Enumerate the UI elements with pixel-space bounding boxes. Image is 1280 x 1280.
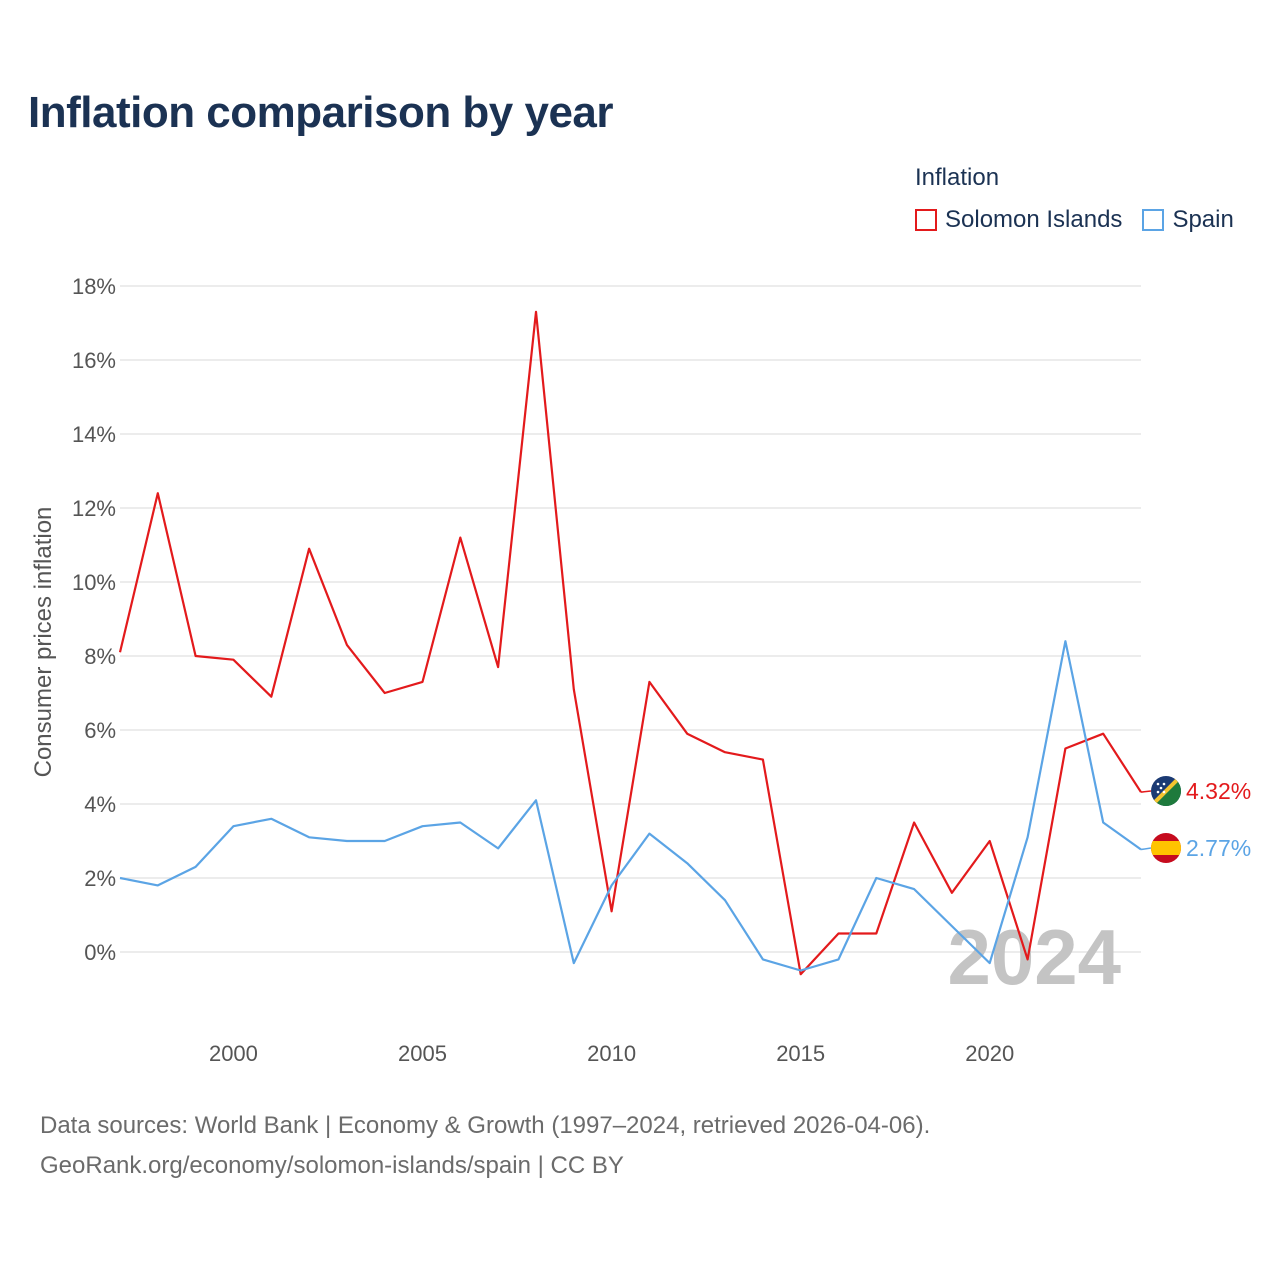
legend: Solomon Islands Spain bbox=[915, 206, 1234, 234]
y-tick-label: 6% bbox=[84, 718, 116, 743]
x-tick-label: 2010 bbox=[587, 1041, 636, 1066]
spain-flag-icon bbox=[1151, 833, 1181, 863]
y-tick-label: 10% bbox=[72, 570, 116, 595]
series-line-spain bbox=[119, 640, 1142, 972]
source-line-2[interactable]: GeoRank.org/economy/solomon-islands/spai… bbox=[40, 1152, 624, 1179]
y-tick-label: 2% bbox=[84, 866, 116, 891]
y-tick-label: 4% bbox=[84, 792, 116, 817]
y-tick-label: 14% bbox=[72, 422, 116, 447]
y-tick-label: 18% bbox=[72, 274, 116, 299]
legend-swatch-spain bbox=[1142, 209, 1165, 231]
y-tick-label: 12% bbox=[72, 496, 116, 521]
x-tick-label: 2015 bbox=[776, 1041, 825, 1066]
legend-title: Inflation bbox=[915, 164, 1000, 191]
y-axis-title: Consumer prices inflation bbox=[30, 507, 57, 778]
end-connector-spain bbox=[1140, 847, 1152, 851]
solomon-islands-flag-icon bbox=[1151, 776, 1181, 806]
source-line-1: Data sources: World Bank | Economy & Gro… bbox=[40, 1112, 931, 1139]
y-tick-label: 0% bbox=[84, 940, 116, 965]
x-tick-label: 2005 bbox=[398, 1041, 447, 1066]
end-connector-solomon-islands bbox=[1140, 790, 1152, 793]
series-line-solomon-islands bbox=[118, 310, 1142, 976]
legend-item-spain[interactable]: Spain bbox=[1142, 206, 1234, 234]
end-value-label-spain: 2.77% bbox=[1186, 835, 1251, 861]
legend-item-solomon-islands[interactable]: Solomon Islands bbox=[915, 206, 1122, 234]
x-tick-label: 2020 bbox=[965, 1041, 1014, 1066]
legend-label-solomon-islands: Solomon Islands bbox=[945, 206, 1123, 233]
y-tick-label: 8% bbox=[84, 644, 116, 669]
data-source: Data sources: World Bank | Economy & Gro… bbox=[40, 1106, 930, 1186]
legend-label-spain: Spain bbox=[1172, 206, 1234, 233]
y-tick-label: 16% bbox=[72, 348, 116, 373]
legend-swatch-solomon-islands bbox=[915, 209, 937, 231]
end-value-label-solomon-islands: 4.32% bbox=[1186, 778, 1251, 804]
x-tick-label: 2000 bbox=[209, 1041, 258, 1066]
chart-title: Inflation comparison by year bbox=[28, 88, 614, 137]
